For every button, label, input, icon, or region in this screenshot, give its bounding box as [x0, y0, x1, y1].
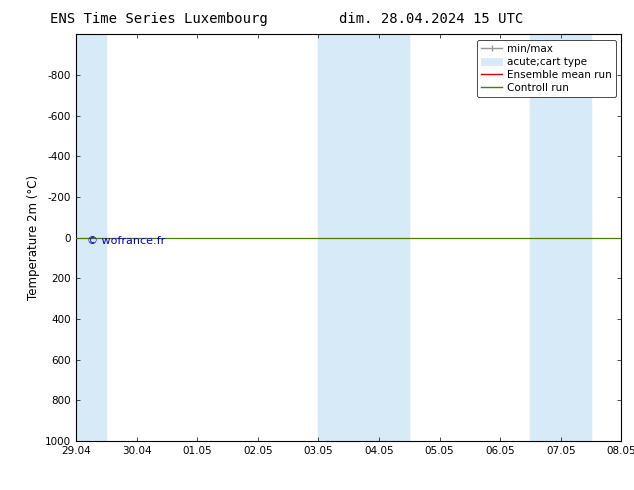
Text: ENS Time Series Luxembourg: ENS Time Series Luxembourg: [49, 12, 268, 26]
Text: dim. 28.04.2024 15 UTC: dim. 28.04.2024 15 UTC: [339, 12, 523, 26]
Text: © wofrance.fr: © wofrance.fr: [87, 236, 165, 245]
Bar: [349, 34, 410, 441]
Y-axis label: Temperature 2m (°C): Temperature 2m (°C): [27, 175, 39, 300]
Bar: [76, 34, 107, 441]
Bar: [531, 34, 591, 441]
Legend: min/max, acute;cart type, Ensemble mean run, Controll run: min/max, acute;cart type, Ensemble mean …: [477, 40, 616, 97]
Bar: [318, 34, 349, 441]
